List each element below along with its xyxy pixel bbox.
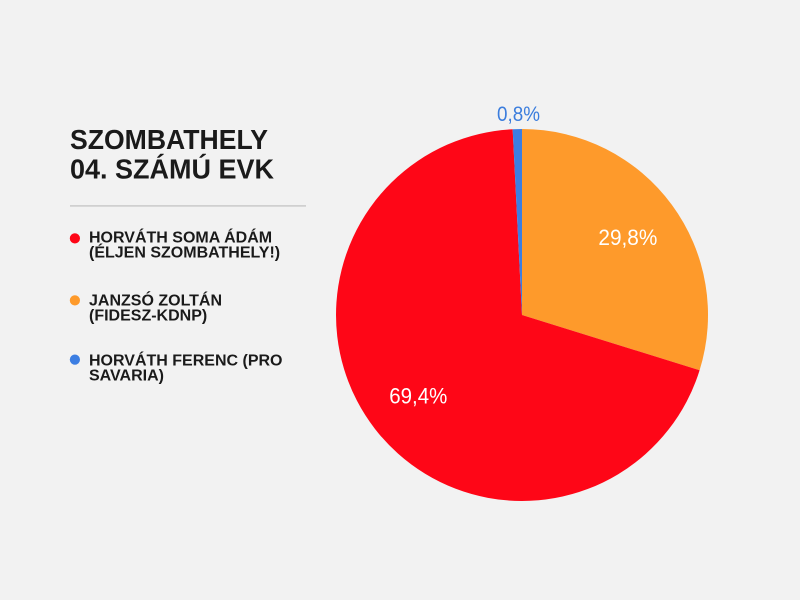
svg-text:JANZSÓ ZOLTÁN: JANZSÓ ZOLTÁN <box>89 291 222 310</box>
svg-text:04. SZÁMÚ EVK: 04. SZÁMÚ EVK <box>70 153 274 184</box>
svg-text:SAVARIA): SAVARIA) <box>89 368 164 385</box>
svg-text:HORVÁTH FERENC (PRO: HORVÁTH FERENC (PRO <box>89 351 283 370</box>
svg-text:0,8%: 0,8% <box>497 103 540 126</box>
svg-text:SZOMBATHELY: SZOMBATHELY <box>70 124 268 155</box>
svg-text:HORVÁTH SOMA ÁDÁM: HORVÁTH SOMA ÁDÁM <box>89 228 272 247</box>
svg-text:(FIDESZ-KDNP): (FIDESZ-KDNP) <box>89 308 207 325</box>
svg-text:69,4%: 69,4% <box>389 383 447 408</box>
svg-text:29,8%: 29,8% <box>598 225 657 250</box>
svg-text:(ÉLJEN SZOMBATHELY!): (ÉLJEN SZOMBATHELY!) <box>89 243 280 262</box>
